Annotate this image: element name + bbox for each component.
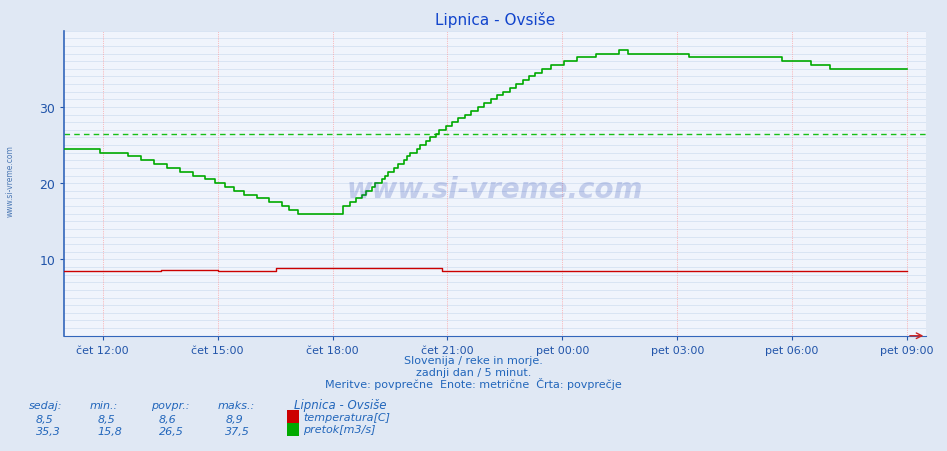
Text: 8,6: 8,6: [159, 414, 177, 423]
Text: 15,8: 15,8: [98, 426, 122, 436]
Text: 8,9: 8,9: [225, 414, 243, 423]
Text: www.si-vreme.com: www.si-vreme.com: [6, 144, 15, 216]
Text: 26,5: 26,5: [159, 426, 184, 436]
Text: Meritve: povprečne  Enote: metrične  Črta: povprečje: Meritve: povprečne Enote: metrične Črta:…: [325, 377, 622, 389]
Text: zadnji dan / 5 minut.: zadnji dan / 5 minut.: [416, 367, 531, 377]
Text: 8,5: 8,5: [36, 414, 54, 423]
Text: sedaj:: sedaj:: [28, 400, 62, 410]
Text: www.si-vreme.com: www.si-vreme.com: [347, 176, 644, 204]
Text: maks.:: maks.:: [218, 400, 255, 410]
Text: povpr.:: povpr.:: [152, 400, 190, 410]
Text: temperatura[C]: temperatura[C]: [303, 412, 390, 422]
Text: 8,5: 8,5: [98, 414, 116, 423]
Text: Slovenija / reke in morje.: Slovenija / reke in morje.: [404, 355, 543, 365]
Text: pretok[m3/s]: pretok[m3/s]: [303, 424, 376, 434]
Text: 35,3: 35,3: [36, 426, 61, 436]
Text: 37,5: 37,5: [225, 426, 250, 436]
Text: Lipnica - Ovsiše: Lipnica - Ovsiše: [294, 398, 386, 411]
Title: Lipnica - Ovsiše: Lipnica - Ovsiše: [436, 12, 555, 28]
Text: min.:: min.:: [90, 400, 118, 410]
